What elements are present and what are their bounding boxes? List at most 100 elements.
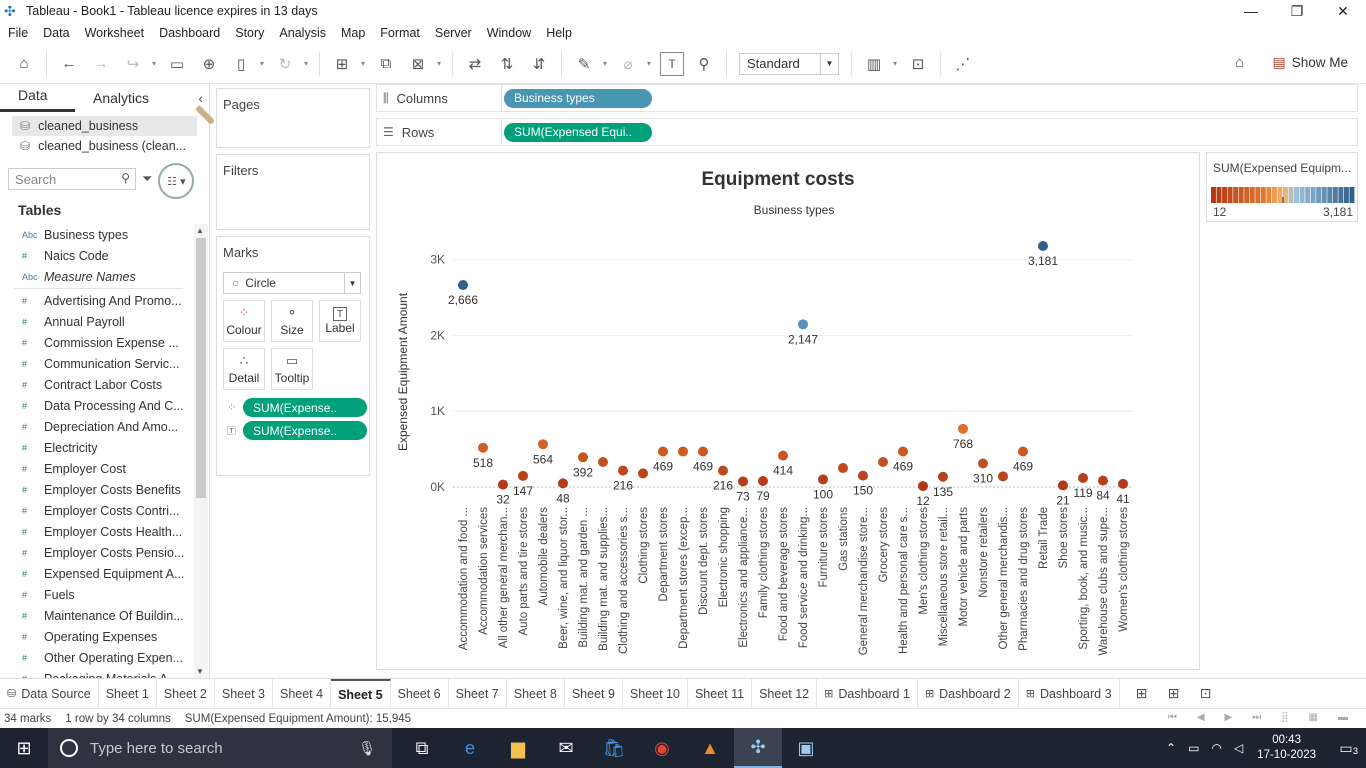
collapse-pane-icon[interactable]: ‹ [198, 90, 203, 106]
view-options-icon[interactable]: ☷ ▾ [158, 163, 195, 199]
tab-sheet-9[interactable]: Sheet 9 [565, 678, 623, 709]
data-source-item[interactable]: ⛁ cleaned_business [12, 116, 197, 136]
field-item[interactable]: # Depreciation And Amo... [0, 416, 193, 437]
field-item[interactable]: # Advertising And Promo... [0, 290, 193, 311]
field-item[interactable]: # Commission Expense ... [0, 332, 193, 353]
data-point[interactable] [1038, 241, 1048, 252]
tab-data-source[interactable]: ⛁ Data Source [0, 678, 99, 709]
data-point[interactable] [918, 481, 928, 492]
data-point[interactable] [618, 465, 628, 476]
data-point[interactable] [658, 446, 668, 457]
swap-rows-columns-icon[interactable]: ⇄ [468, 55, 482, 73]
field-item[interactable]: # Employer Costs Benefits [0, 479, 193, 500]
tab-dashboard-2[interactable]: ⊞ Dashboard 2 [918, 678, 1019, 709]
data-point[interactable] [1018, 446, 1028, 457]
label-button[interactable]: T Label [319, 300, 361, 342]
field-item[interactable]: # Employer Costs Contri... [0, 500, 193, 521]
data-point[interactable] [678, 446, 688, 457]
field-item[interactable]: # Maintenance Of Buildin... [0, 605, 193, 626]
replay-icon[interactable]: ↪ [126, 55, 140, 73]
field-item[interactable]: Abc Measure Names [0, 266, 193, 287]
fit-select[interactable]: Standard ▼ [739, 52, 839, 75]
detail-button[interactable]: ∴ Detail [223, 348, 265, 390]
tab-data[interactable]: Data [0, 87, 75, 112]
data-point[interactable] [558, 478, 568, 489]
first-sheet-icon[interactable]: ⏮ [1167, 712, 1177, 723]
tab-sheet-8[interactable]: Sheet 8 [507, 678, 565, 709]
data-point[interactable] [898, 446, 908, 457]
group-members-icon[interactable]: ⌀ [623, 55, 633, 73]
undo-icon[interactable]: ← [61, 55, 77, 72]
colour-button[interactable]: ⁘ Colour [223, 300, 265, 342]
data-point[interactable] [1058, 480, 1068, 491]
rows-pill[interactable]: SUM(Expensed Equi.. [504, 122, 652, 142]
data-point[interactable] [598, 457, 608, 467]
chart-svg[interactable]: Equipment costs Business types Expensed Eq… [377, 153, 1199, 669]
new-dashboard-tab-icon[interactable]: ⊞ [1167, 685, 1180, 701]
tab-dashboard-1[interactable]: ⊞ Dashboard 1 [817, 678, 918, 709]
vlc-icon[interactable]: ▲ [701, 737, 719, 758]
volume-icon[interactable]: ◁ [1233, 741, 1244, 755]
data-point[interactable] [498, 479, 508, 490]
data-point[interactable] [958, 423, 968, 434]
filter-icon[interactable]: ⏷ [142, 171, 153, 186]
search-input[interactable]: Search ⚲ [8, 168, 136, 190]
field-item[interactable]: # Other Operating Expen... [0, 647, 193, 668]
data-point[interactable] [478, 442, 488, 453]
tab-sheet-7[interactable]: Sheet 7 [449, 678, 507, 709]
new-data-source-icon[interactable]: ⊕ [202, 55, 216, 73]
file-explorer-icon[interactable]: ▆ [511, 737, 525, 758]
data-point[interactable] [878, 457, 888, 467]
menu-format[interactable]: Format [380, 26, 420, 40]
sort-descending-icon[interactable]: ⇵ [532, 55, 546, 73]
menu-window[interactable]: Window [486, 26, 532, 40]
data-point[interactable] [698, 446, 708, 457]
tab-analytics[interactable]: Analytics [93, 90, 150, 106]
worksheet-view[interactable]: Equipment costs Business types Expensed Eq… [376, 152, 1200, 670]
filmstrip-icon[interactable]: ▦ [1308, 712, 1318, 723]
close-icon[interactable]: ✕ [1337, 2, 1349, 19]
refresh-icon[interactable]: ↻ [278, 55, 292, 73]
data-point[interactable] [778, 450, 788, 461]
format-painter-icon[interactable]: ⌂ [1234, 54, 1244, 71]
data-point[interactable] [1118, 478, 1128, 489]
clear-sheet-icon[interactable]: ⊠ [411, 55, 425, 73]
field-item[interactable]: # Communication Servic... [0, 353, 193, 374]
save-icon[interactable]: ▭ [169, 55, 185, 73]
data-point[interactable] [638, 468, 648, 479]
data-point[interactable] [578, 452, 588, 463]
menu-data[interactable]: Data [43, 26, 70, 40]
data-point[interactable] [938, 471, 948, 482]
menu-server[interactable]: Server [434, 26, 472, 40]
task-view-icon[interactable]: ⧉ [415, 737, 429, 758]
tab-sheet-2[interactable]: Sheet 2 [157, 678, 215, 709]
show-cards-icon[interactable]: ▥ [866, 55, 882, 73]
tab-sheet-12[interactable]: Sheet 12 [752, 678, 818, 709]
field-list-scrollbar[interactable]: ▲ ▼ [194, 224, 208, 678]
tooltip-button[interactable]: ▭ Tooltip [271, 348, 313, 390]
last-sheet-icon[interactable]: ⏭ [1252, 712, 1262, 723]
label-pill[interactable]: SUM(Expense.. [243, 421, 367, 440]
tableau-taskbar-icon[interactable]: ✣ [734, 728, 782, 768]
scroll-thumb[interactable] [196, 238, 206, 498]
sheet-sorter-icon[interactable]: ⣿ [1281, 712, 1289, 723]
colour-pill[interactable]: SUM(Expense.. [243, 398, 367, 417]
duplicate-sheet-icon[interactable]: ⧉ [380, 55, 392, 72]
pause-updates-icon[interactable]: ▯ [236, 55, 246, 73]
fix-axes-icon[interactable]: ⚲ [698, 55, 710, 73]
mark-type-select[interactable]: ○ Circle ▼ [223, 272, 361, 294]
battery-icon[interactable]: ▭ [1188, 741, 1200, 755]
field-item[interactable]: # Naics Code [0, 245, 193, 266]
colour-legend[interactable]: SUM(Expensed Equipm... 12 3,181 [1206, 152, 1358, 222]
prev-sheet-icon[interactable]: ◀ [1196, 712, 1205, 723]
new-story-tab-icon[interactable]: ⊡ [1199, 685, 1212, 701]
field-item[interactable]: # Operating Expenses [0, 626, 193, 647]
mail-icon[interactable]: ✉ [558, 737, 574, 758]
replay-dropdown-icon[interactable]: ▾ [151, 59, 156, 68]
sort-ascending-icon[interactable]: ⇅ [500, 55, 514, 73]
taskbar-search[interactable]: Type here to search 🎙 [48, 728, 392, 768]
field-item[interactable]: # Employer Cost [0, 458, 193, 479]
clock[interactable]: 00:43 17-10-2023 [1257, 733, 1316, 763]
tab-sheet-4[interactable]: Sheet 4 [273, 678, 332, 709]
next-sheet-icon[interactable]: ▶ [1224, 712, 1233, 723]
